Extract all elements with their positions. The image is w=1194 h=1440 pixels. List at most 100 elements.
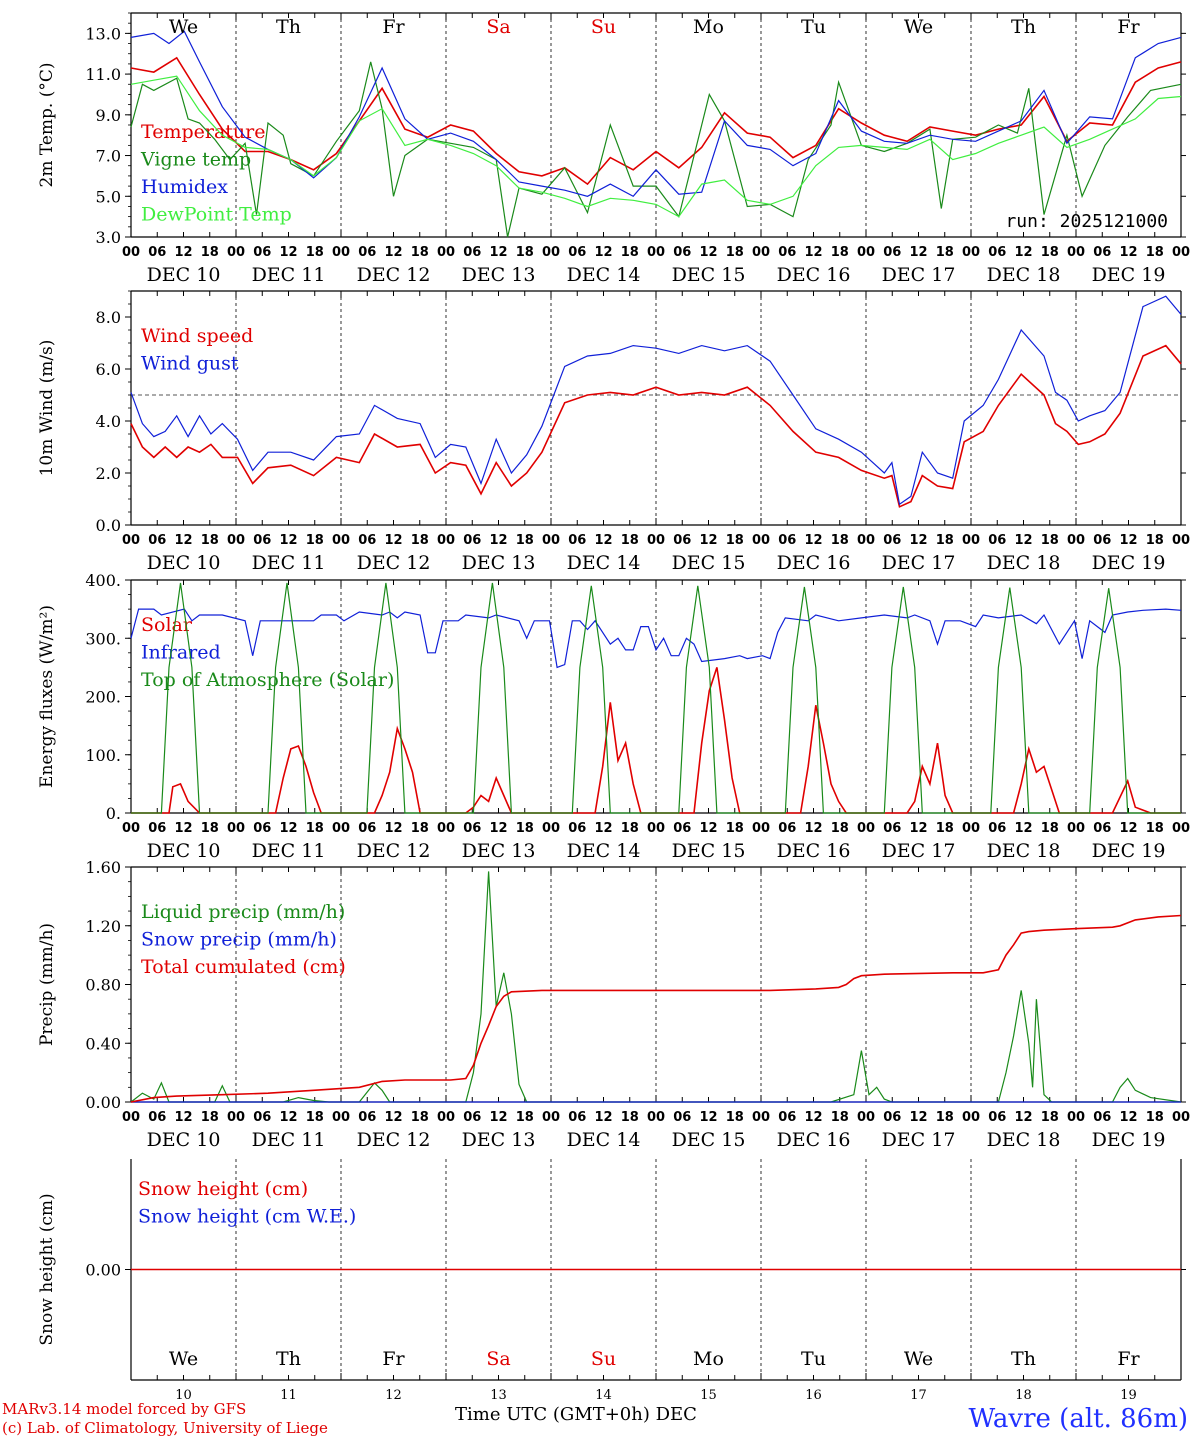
- hour-label: 18: [1041, 1110, 1059, 1125]
- series-line-top-of-atmosphere-solar-: [131, 582, 1181, 814]
- hour-label: 12: [804, 245, 822, 260]
- hour-label: 18: [306, 533, 324, 548]
- hour-label: 06: [148, 245, 166, 260]
- date-label: DEC 18: [987, 1129, 1061, 1151]
- series-line-wind-gust: [130, 295, 1182, 506]
- hour-label: 12: [1014, 245, 1032, 260]
- date-label: DEC 16: [777, 552, 851, 574]
- hour-label: 18: [726, 821, 744, 836]
- weekday-label: Th: [276, 1348, 301, 1370]
- hour-label: 00: [437, 533, 455, 548]
- date-label: DEC 17: [882, 264, 956, 286]
- date-label: DEC 18: [987, 264, 1061, 286]
- hour-label: 00: [437, 821, 455, 836]
- hour-label: 12: [804, 1110, 822, 1125]
- legend-entry: Wind speed: [141, 325, 253, 347]
- weekday-label: Mo: [693, 16, 724, 38]
- legend-entry: Solar: [141, 614, 193, 636]
- hour-label: 12: [174, 533, 192, 548]
- hour-label: 18: [201, 245, 219, 260]
- weekday-label: Sa: [486, 1348, 510, 1370]
- hour-label: 00: [227, 1110, 245, 1125]
- hour-label: 12: [804, 533, 822, 548]
- hour-label: 06: [568, 533, 586, 548]
- hour-label: 06: [463, 533, 481, 548]
- weekday-label: Tu: [801, 1348, 826, 1370]
- series-line-total-cumulated-cm-: [130, 914, 1182, 1103]
- hour-label: 18: [516, 1110, 534, 1125]
- legend-entry: Temperature: [141, 121, 265, 143]
- y-tick-label: 11.0: [85, 65, 121, 84]
- hour-label: 00: [962, 821, 980, 836]
- hour-label: 12: [699, 533, 717, 548]
- hour-label: 06: [358, 1110, 376, 1125]
- date-label: DEC 19: [1092, 264, 1166, 286]
- hour-label: 00: [1172, 533, 1190, 548]
- y-axis-label: 2m Temp. (°C): [37, 62, 57, 187]
- hour-label: 06: [253, 245, 271, 260]
- y-tick-label: 0.0: [96, 516, 121, 535]
- date-label: DEC 14: [567, 552, 641, 574]
- hour-label: 06: [778, 821, 796, 836]
- date-label: DEC 14: [567, 1129, 641, 1151]
- y-tick-label: 0.80: [85, 976, 121, 995]
- date-label: DEC 17: [882, 1129, 956, 1151]
- hour-label: 00: [437, 245, 455, 260]
- hour-label: 06: [358, 245, 376, 260]
- hour-label: 18: [516, 533, 534, 548]
- date-label: DEC 10: [147, 1129, 221, 1151]
- hour-label: 18: [621, 245, 639, 260]
- day-number-label: 18: [1015, 1388, 1032, 1403]
- date-label: DEC 10: [147, 264, 221, 286]
- hour-label: 12: [174, 1110, 192, 1125]
- date-label: DEC 14: [567, 840, 641, 862]
- y-tick-label: 9.0: [96, 106, 121, 125]
- day-number-label: 17: [910, 1388, 927, 1403]
- hour-label: 06: [568, 1110, 586, 1125]
- hour-label: 12: [279, 533, 297, 548]
- hour-label: 06: [148, 1110, 166, 1125]
- hour-label: 18: [936, 245, 954, 260]
- y-tick-label: 100.: [85, 746, 121, 765]
- y-tick-label: 3.0: [96, 228, 121, 247]
- hour-label: 06: [148, 533, 166, 548]
- hour-label: 00: [647, 821, 665, 836]
- hour-label: 00: [437, 1110, 455, 1125]
- hour-label: 12: [909, 821, 927, 836]
- hour-label: 06: [253, 821, 271, 836]
- hour-label: 18: [1041, 533, 1059, 548]
- date-label: DEC 19: [1092, 840, 1166, 862]
- hour-label: 06: [988, 533, 1006, 548]
- series-line-infrared: [130, 608, 1182, 669]
- weekday-label: Tu: [801, 16, 826, 38]
- y-tick-label: 0.00: [85, 1093, 121, 1112]
- date-label: DEC 17: [882, 552, 956, 574]
- hour-label: 00: [857, 821, 875, 836]
- hour-label: 12: [909, 1110, 927, 1125]
- hour-label: 06: [988, 1110, 1006, 1125]
- hour-label: 00: [857, 1110, 875, 1125]
- hour-label: 00: [962, 245, 980, 260]
- hour-label: 12: [909, 245, 927, 260]
- hour-label: 12: [1014, 533, 1032, 548]
- legend-entry: Vigne temp: [140, 149, 251, 171]
- date-label: DEC 15: [672, 840, 746, 862]
- y-tick-label: 1.60: [85, 858, 121, 877]
- hour-label: 18: [306, 1110, 324, 1125]
- day-number-label: 12: [385, 1388, 402, 1403]
- hour-label: 06: [883, 245, 901, 260]
- date-label: DEC 13: [462, 1129, 536, 1151]
- hour-label: 06: [358, 821, 376, 836]
- hour-label: 12: [384, 1110, 402, 1125]
- hour-label: 06: [1093, 533, 1111, 548]
- y-axis-label: Precip (mm/h): [37, 923, 57, 1046]
- date-label: DEC 15: [672, 1129, 746, 1151]
- hour-label: 00: [752, 821, 770, 836]
- hour-label: 12: [489, 533, 507, 548]
- hour-label: 00: [122, 1110, 140, 1125]
- hour-label: 18: [1041, 245, 1059, 260]
- legend-entry: Wind gust: [141, 353, 239, 375]
- hour-label: 12: [1014, 821, 1032, 836]
- hour-label: 18: [411, 533, 429, 548]
- hour-label: 18: [1146, 245, 1164, 260]
